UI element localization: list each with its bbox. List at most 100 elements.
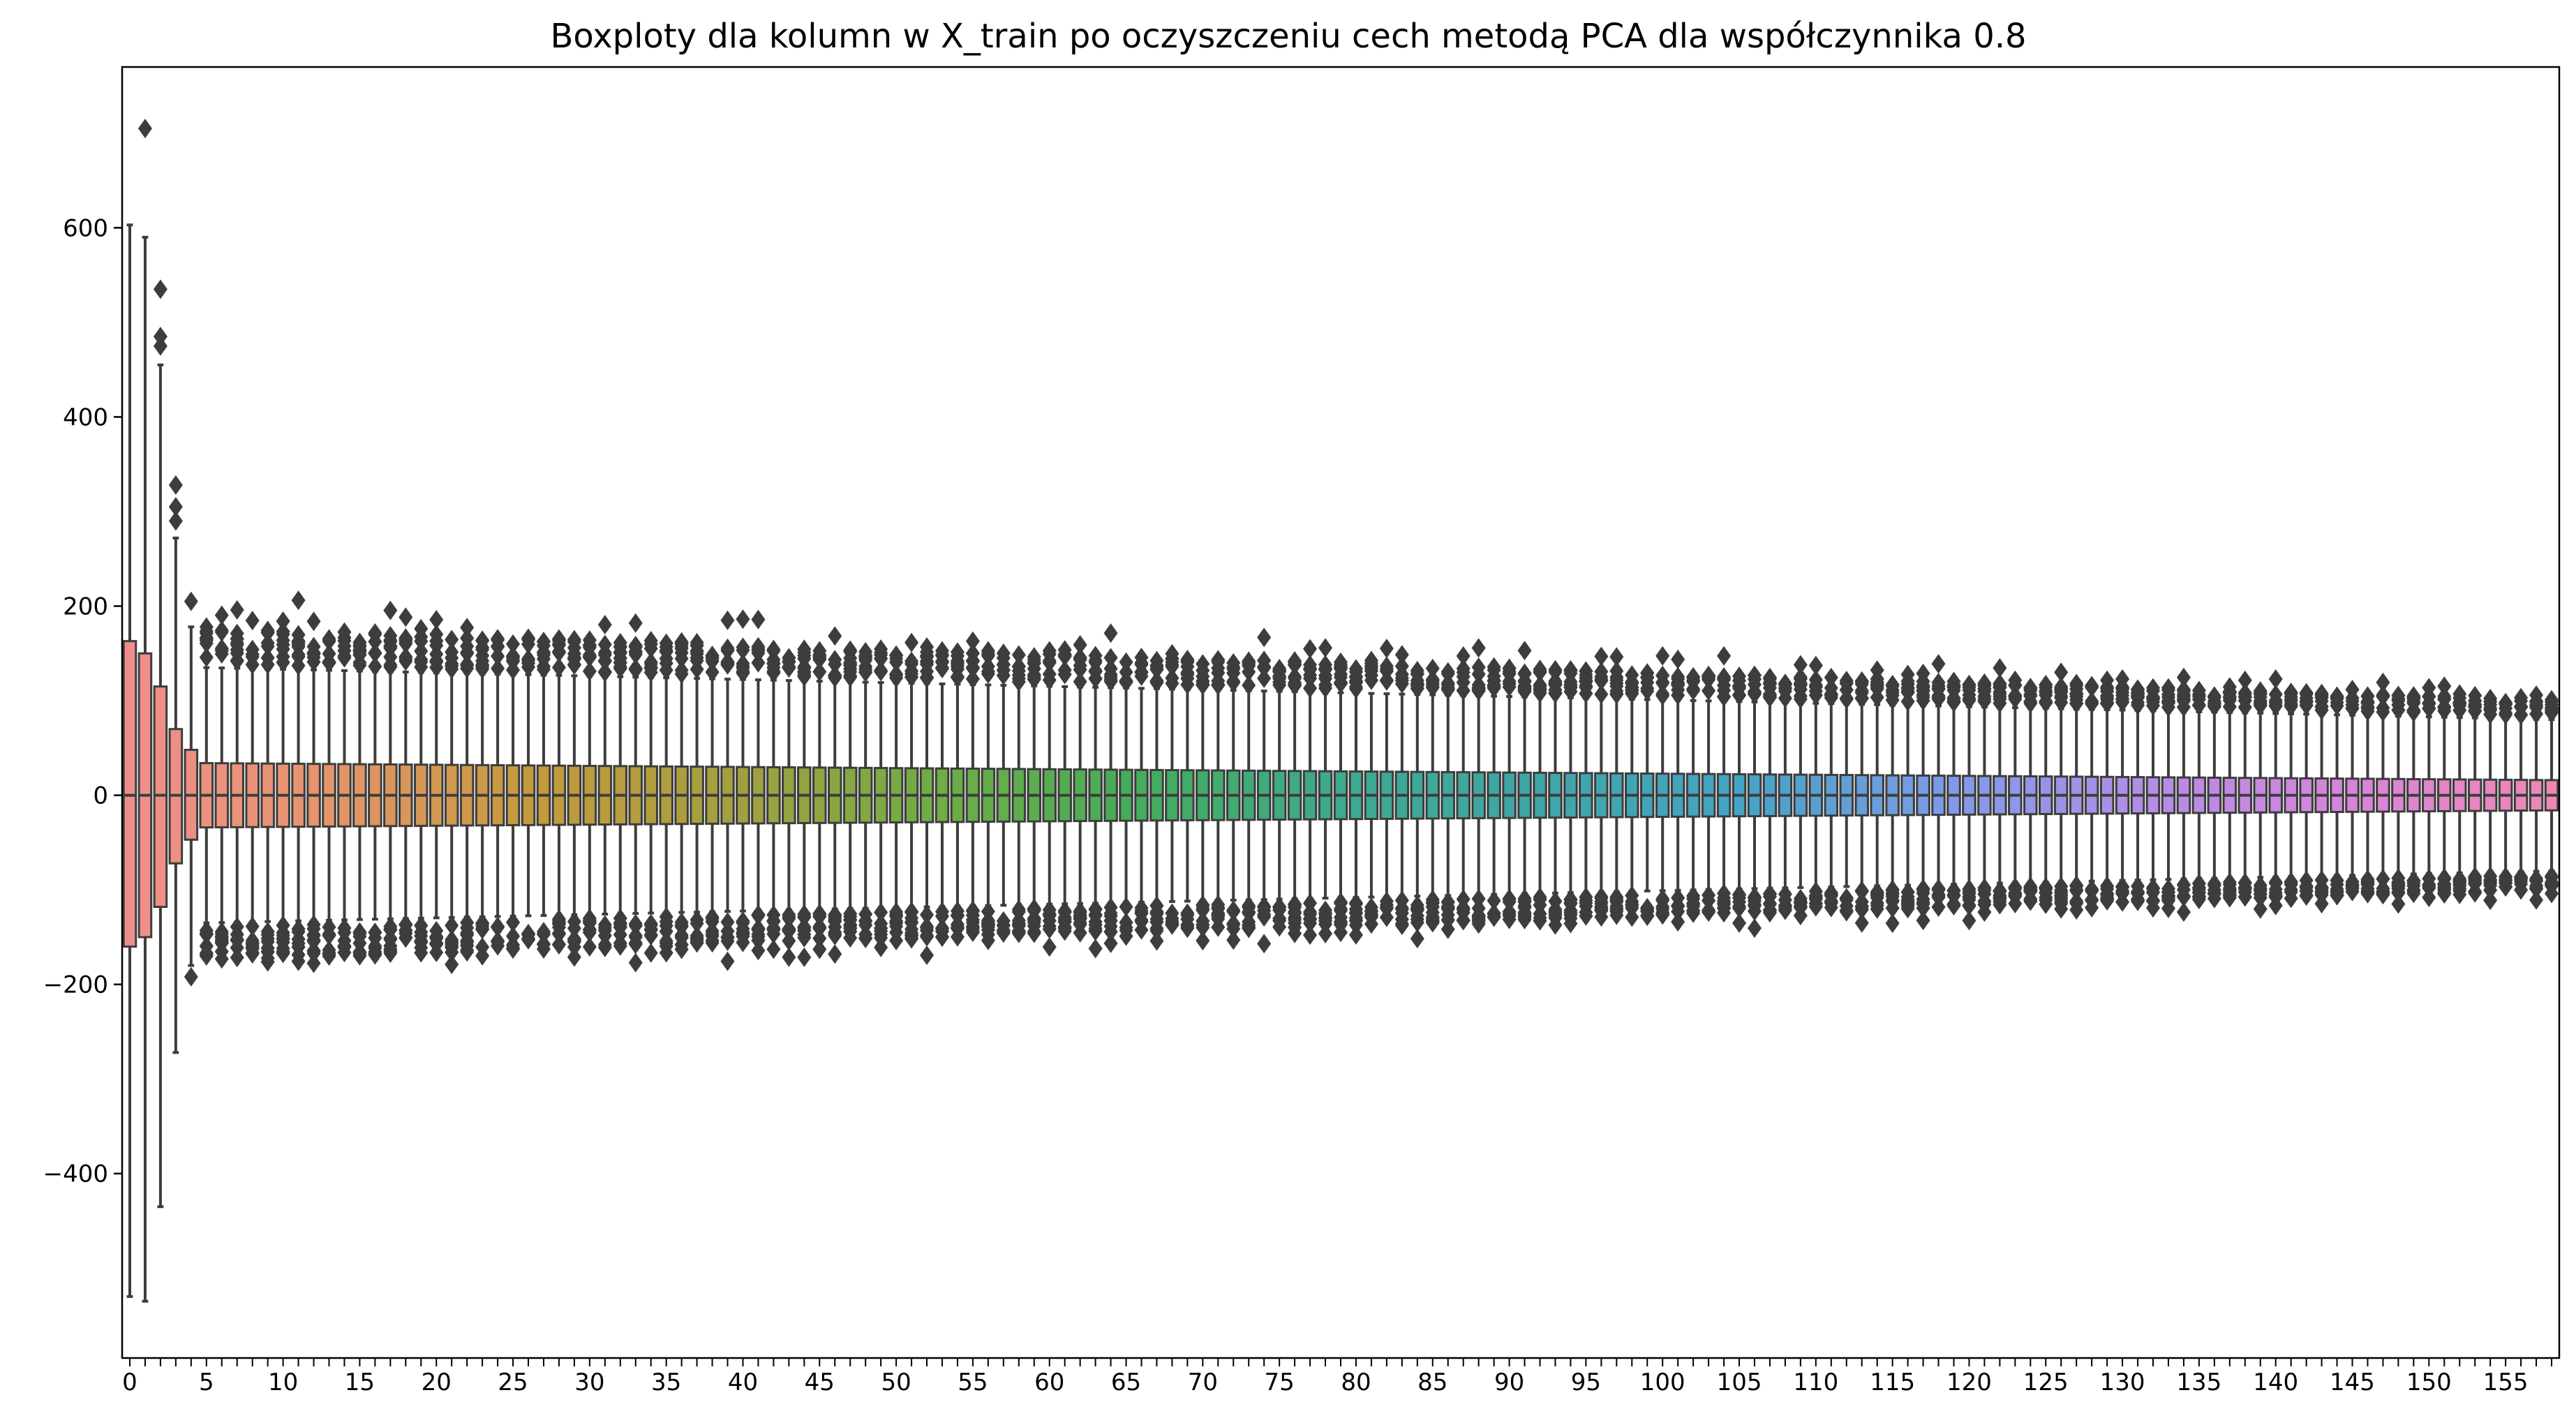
outlier-point [1119, 913, 1133, 933]
outlier-point [2499, 698, 2513, 718]
outlier-point [2545, 694, 2559, 715]
box-column-65 [1119, 652, 1133, 946]
box-column-143 [2314, 683, 2329, 913]
outlier-point [383, 657, 398, 677]
outlier-point [1625, 683, 1639, 703]
x-tick-label: 45 [805, 1368, 835, 1396]
outlier-point [445, 955, 459, 975]
outlier-point [306, 925, 321, 946]
outlier-point [858, 642, 873, 662]
box-column-115 [1885, 674, 1900, 933]
box-column-149 [2406, 686, 2421, 904]
outlier-point [1440, 897, 1455, 917]
outlier-point [705, 930, 720, 950]
outlier-point [1839, 689, 1854, 710]
box-column-85 [1425, 658, 1440, 933]
box-column-123 [2008, 670, 2023, 913]
box-column-153 [2467, 685, 2482, 903]
outlier-point [1364, 901, 1378, 921]
outlier-point [858, 662, 873, 682]
outlier-point [245, 611, 260, 631]
outlier-point [1962, 685, 1976, 705]
outlier-point [214, 605, 229, 625]
outlier-point [1088, 669, 1103, 689]
outlier-point [1456, 646, 1471, 666]
outlier-point [1149, 673, 1164, 693]
box-column-56 [981, 641, 996, 950]
x-tick-label: 90 [1494, 1368, 1524, 1396]
outlier-point [184, 591, 198, 611]
outlier-point [460, 918, 475, 938]
outlier-point [1931, 897, 1946, 917]
outlier-point [1027, 900, 1041, 920]
box-column-46 [827, 626, 842, 964]
outlier-point [1440, 910, 1455, 930]
outlier-point [536, 643, 551, 663]
outlier-point [368, 928, 382, 948]
outlier-point [445, 916, 459, 936]
box-column-130 [2115, 669, 2130, 912]
outlier-point [230, 925, 244, 945]
outlier-point [368, 656, 382, 676]
outlier-point [1379, 639, 1394, 659]
box-column-78 [1318, 638, 1333, 943]
outlier-point [2191, 874, 2206, 894]
box-column-45 [812, 641, 827, 960]
box-column-39 [720, 610, 735, 971]
outlier-point [2131, 687, 2145, 707]
outlier-point [874, 927, 888, 948]
outlier-point [414, 916, 429, 936]
outlier-point [1686, 667, 1701, 687]
outlier-point [996, 920, 1011, 940]
outlier-point [981, 912, 995, 932]
outlier-point [1027, 665, 1041, 685]
outlier-point [751, 906, 766, 926]
box-column-109 [1793, 655, 1808, 926]
box-column-33 [628, 613, 643, 973]
x-tick-label: 50 [881, 1368, 911, 1396]
outlier-point [1334, 899, 1348, 919]
y-tick-label: 400 [63, 403, 108, 431]
outlier-point [582, 661, 597, 681]
box-column-158 [2544, 689, 2559, 904]
outlier-point [1149, 656, 1164, 676]
outlier-point [2268, 695, 2283, 715]
box-column-40 [736, 609, 750, 953]
outlier-point [1410, 900, 1424, 920]
outlier-point [2023, 694, 2038, 714]
outlier-point [1762, 673, 1777, 693]
outlier-point [782, 904, 796, 925]
y-tick-label: 0 [93, 782, 108, 810]
outlier-point [1824, 667, 1838, 687]
outlier-point [322, 946, 336, 967]
outlier-point [828, 654, 842, 674]
outlier-point [1226, 673, 1241, 693]
outlier-point [613, 913, 627, 933]
outlier-point [935, 906, 949, 926]
outlier-point [1242, 918, 1256, 939]
outlier-point [1394, 890, 1409, 911]
outlier-point [812, 939, 827, 960]
x-tick-label: 135 [2176, 1368, 2221, 1396]
box-column-59 [1027, 647, 1042, 943]
outlier-point [1394, 671, 1409, 691]
outlier-point [1655, 899, 1670, 919]
box-column-104 [1716, 646, 1732, 923]
box-column-93 [1548, 659, 1563, 935]
box-column-105 [1732, 666, 1747, 933]
outlier-point [904, 928, 919, 948]
box-column-70 [1196, 654, 1210, 951]
box-column-144 [2330, 686, 2344, 906]
outlier-point [582, 637, 597, 657]
outlier-point [1640, 678, 1655, 699]
outlier-point [1563, 675, 1578, 695]
outlier-point [445, 629, 459, 650]
x-tick-label: 150 [2406, 1368, 2452, 1396]
box-column-62 [1073, 634, 1087, 943]
outlier-point [153, 279, 167, 299]
outlier-point [1793, 674, 1808, 694]
outlier-point [414, 641, 429, 661]
outlier-point [230, 651, 244, 671]
box-column-154 [2482, 688, 2498, 911]
